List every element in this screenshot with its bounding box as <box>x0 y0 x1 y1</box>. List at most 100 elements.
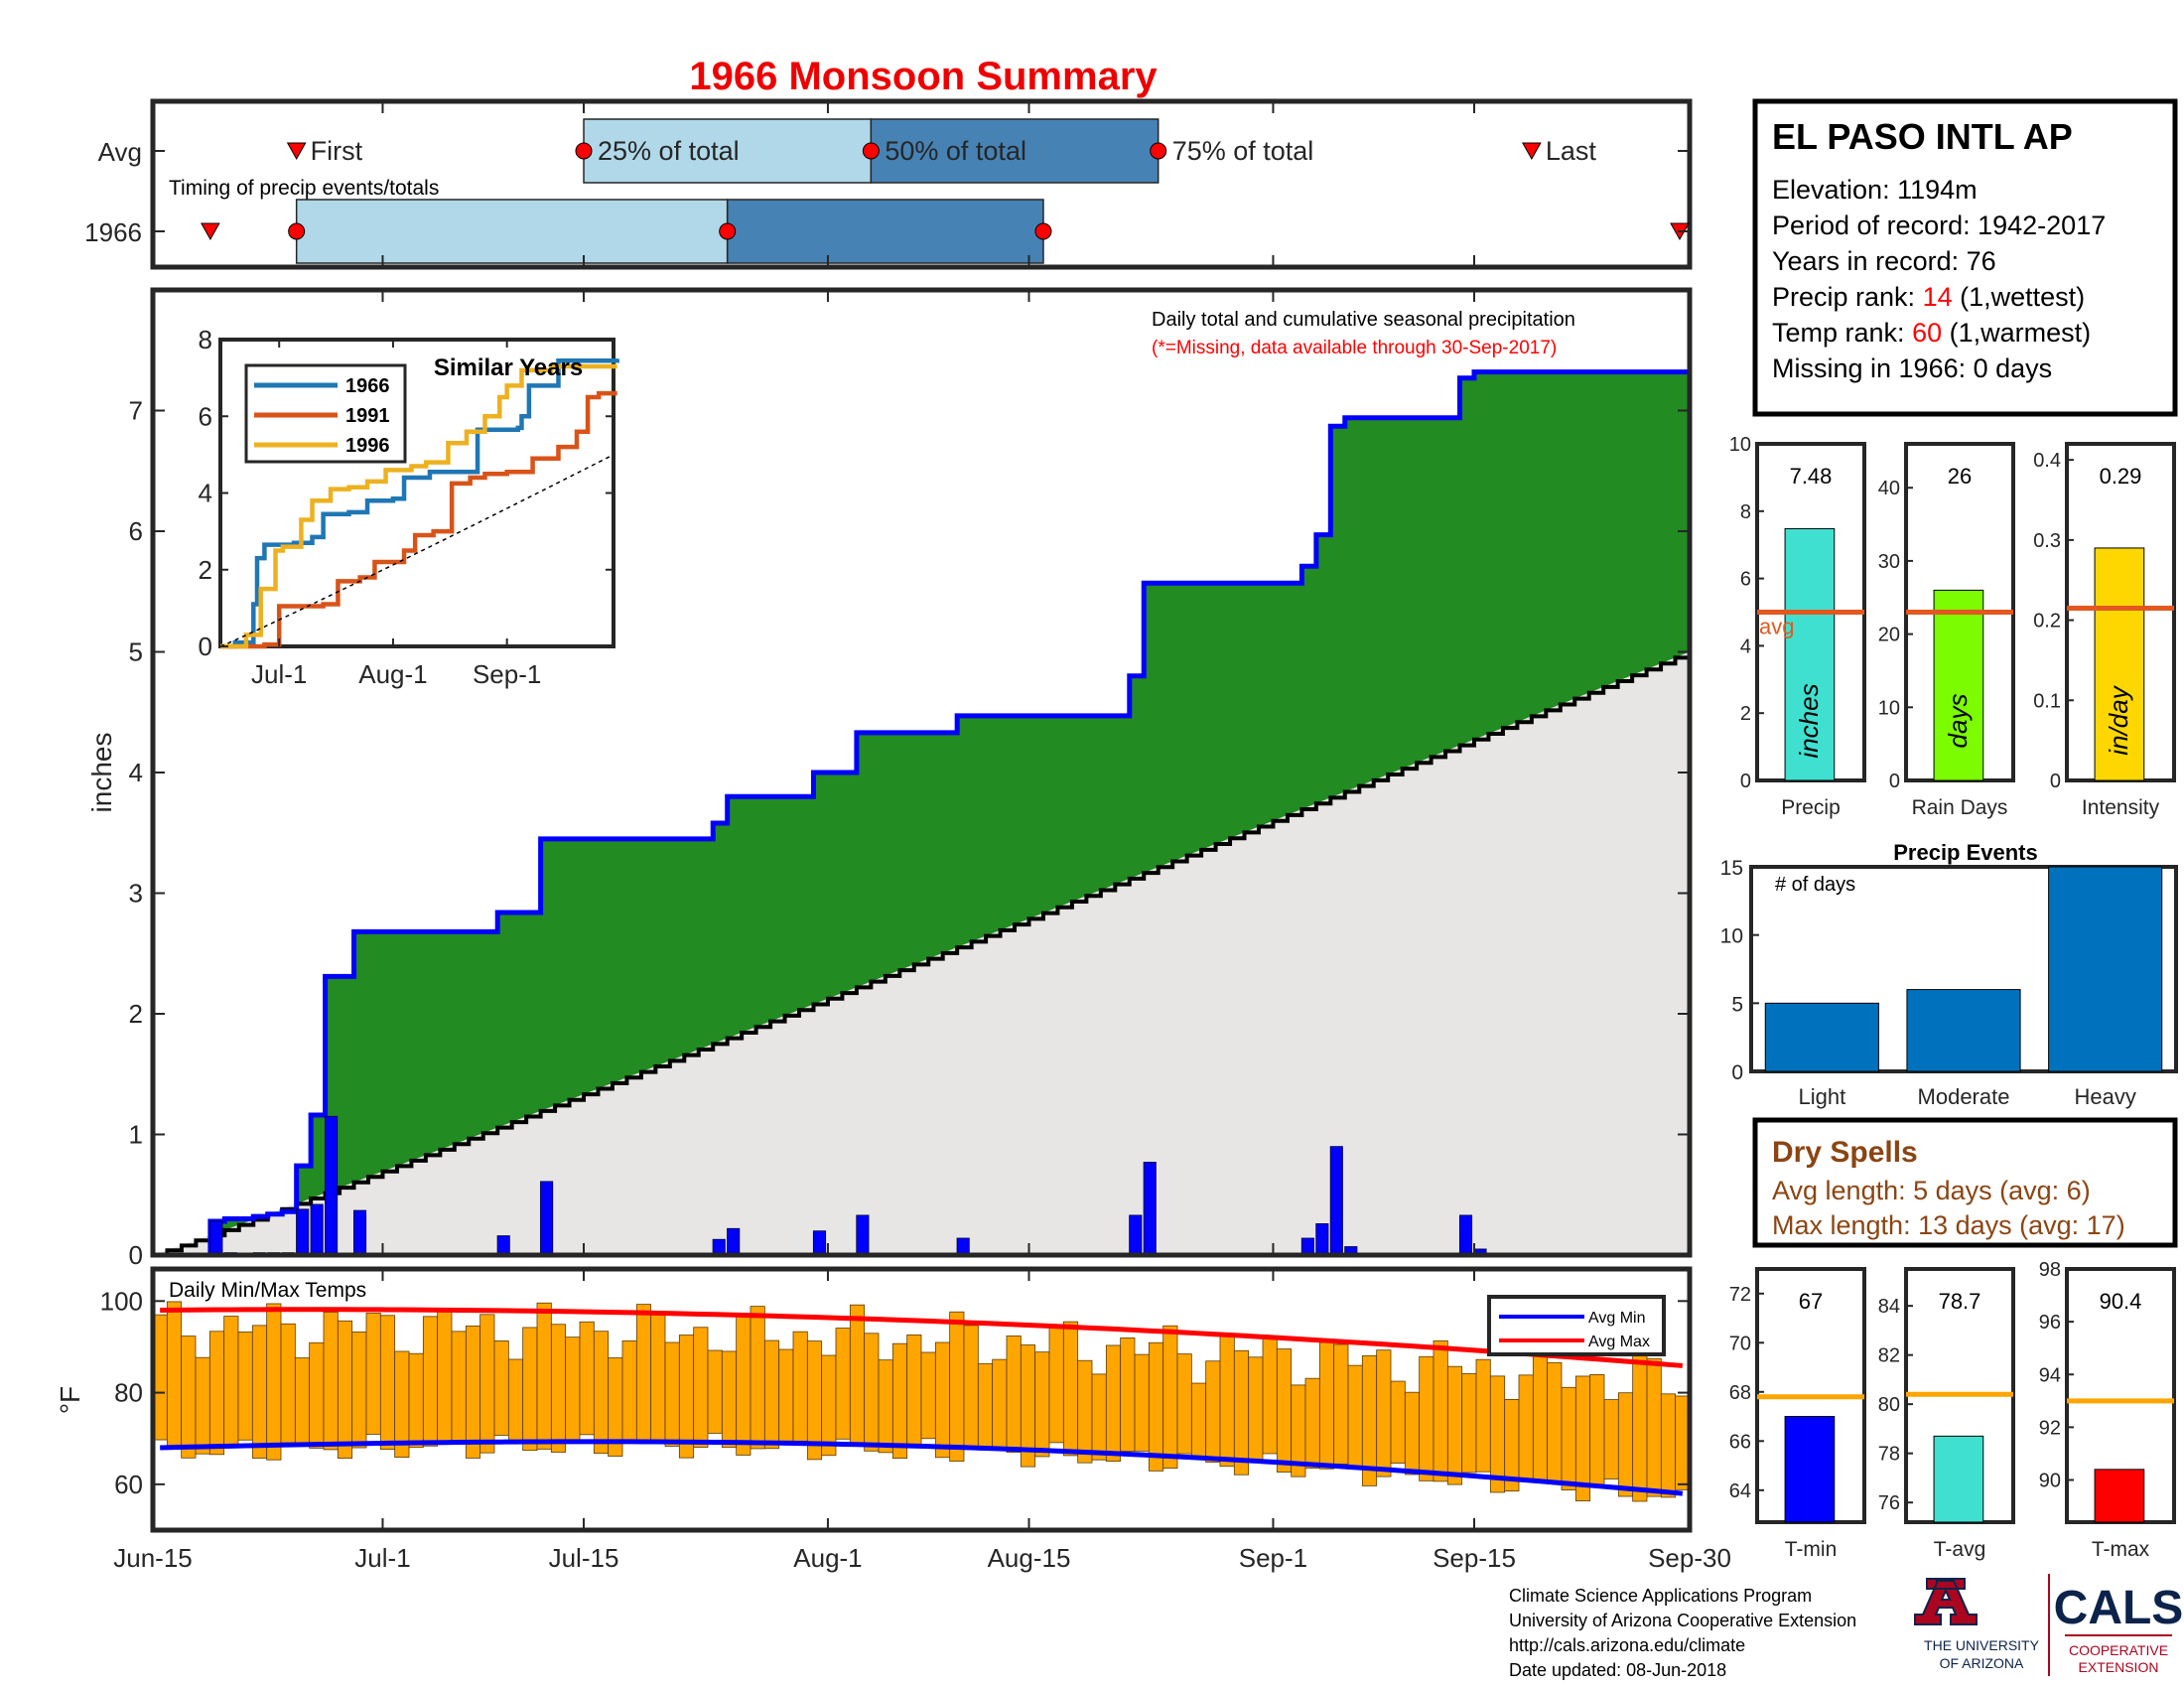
summary-bar-raindays_bar: 26 0 10 20 30 40 Rain Days days <box>1878 442 2015 819</box>
similar-years-legend: 1966 1991 1996 <box>244 363 407 464</box>
main-ytick-label: 0 <box>129 1240 143 1270</box>
summary-bar-value-label: 26 <box>1948 464 1972 489</box>
summary-bar-category: T-max <box>2092 1538 2150 1561</box>
timing-box-q2 <box>726 199 1044 264</box>
daily-temp-bar <box>294 1357 311 1445</box>
daily-precip-bar <box>325 1115 339 1256</box>
summary-ytick-label: 6 <box>1740 569 1751 591</box>
daily-precip-bar <box>727 1227 741 1256</box>
daily-temp-bar <box>1134 1353 1150 1452</box>
daily-temp-bar <box>750 1306 765 1450</box>
inset-ytick-label: 2 <box>199 555 212 585</box>
summary-ytick-label: 72 <box>1729 1284 1751 1306</box>
summary-ytick-label: 0.2 <box>2033 611 2061 633</box>
precip-events-ytick-label: 5 <box>1731 993 1743 1016</box>
footer-line2: University of Arizona Cooperative Extens… <box>1509 1611 1856 1630</box>
dry-spells-max: Max length: 13 days (avg: 17) <box>1772 1210 2125 1240</box>
timing-marks: First 25% of total 50% of total 75% of tota… <box>152 101 1691 267</box>
summary-bar-tmax_bar: 90.4 90 92 94 96 98 T-max <box>2039 1259 2176 1561</box>
summary-ytick-label: 90 <box>2039 1471 2061 1492</box>
daily-temp-bar <box>693 1327 709 1448</box>
daily-temp-bar <box>1347 1364 1363 1470</box>
daily-temp-bar <box>949 1311 965 1463</box>
main-ytick-label: 2 <box>129 999 143 1029</box>
daily-temp-bar <box>1248 1356 1264 1463</box>
temp-ylabel: °F <box>55 1386 85 1414</box>
daily-precip-bar <box>209 1220 223 1256</box>
precip-events-bar <box>1906 989 2021 1072</box>
temp-ytick-label: 80 <box>114 1378 143 1408</box>
summary-ytick-label: 80 <box>1878 1394 1900 1416</box>
station-period: Period of record: 1942-2017 <box>1772 211 2106 240</box>
daily-temp-bar <box>266 1303 282 1461</box>
temp-legend: Avg Min Avg Max <box>1487 1295 1666 1356</box>
ua-logo-line1: THE UNIVERSITY <box>1924 1637 2040 1653</box>
precip-events-title: Precip Events <box>1893 840 2038 865</box>
daily-temp-bar <box>1617 1392 1634 1497</box>
timing-triangle-last <box>1522 142 1542 161</box>
cumulative-precip-area <box>153 371 1690 1255</box>
dry-spells-box: Dry Spells Avg length: 5 days (avg: 6) M… <box>1752 1117 2178 1248</box>
daily-temp-bar <box>422 1316 439 1447</box>
timing-box-q1 <box>583 118 873 184</box>
daily-temp-bar <box>195 1356 210 1455</box>
timing-panel: Avg 1966 Timing of precip events/totals … <box>84 98 1693 270</box>
summary-ytick-label: 0.4 <box>2033 450 2061 472</box>
daily-precip-bar <box>310 1203 324 1256</box>
timing-triangle-first <box>286 142 307 161</box>
daily-temp-bar <box>565 1336 581 1442</box>
temp-rank: Temp rank: 60 (1,warmest) <box>1772 318 2091 348</box>
daily-temp-bar <box>1120 1337 1136 1453</box>
summary-ytick-label: 0 <box>1889 771 1900 792</box>
summary-ytick-label: 0.1 <box>2033 690 2061 712</box>
daily-temp-bar <box>1233 1349 1250 1476</box>
legend-avg-min: Avg Min <box>1588 1310 1646 1327</box>
daily-precip-bar <box>1458 1214 1473 1256</box>
cumulative-precip-line <box>153 369 1690 1258</box>
main-precip-panel: inches Daily total and cumulative season… <box>86 287 1693 1270</box>
daily-temp-bar <box>963 1325 979 1451</box>
timing-text-last: Last <box>1546 136 1597 166</box>
daily-temp-bar <box>1660 1393 1677 1498</box>
temp-panel: Daily Min/Max Temps °F 60 80 100 Avg Min A… <box>55 1266 1731 1573</box>
similar-years-line-1966 <box>220 357 619 649</box>
summary-ytick-label: 64 <box>1729 1480 1751 1502</box>
timing-marker-p75 <box>1034 222 1052 240</box>
footer-line1: Climate Science Applications Program <box>1509 1586 1812 1606</box>
similar-years-title: Similar Years <box>434 354 583 381</box>
summary-bar-intensity_bar: 0.29 0 0.1 0.2 0.3 0.4 Intensity in/day <box>2033 442 2176 819</box>
summary-bar-avg-label: avg <box>1759 615 1794 639</box>
daily-temp-bar <box>1318 1341 1335 1470</box>
timing-box-q1 <box>295 199 729 264</box>
daily-temp-bar <box>1048 1325 1064 1444</box>
summary-ytick-label: 10 <box>1729 434 1751 456</box>
daily-temp-bar <box>1646 1357 1662 1497</box>
daily-temp-bar <box>251 1325 268 1459</box>
daily-temp-bar <box>1148 1341 1164 1472</box>
daily-temp-bar <box>1433 1339 1448 1482</box>
summary-ytick-label: 76 <box>1878 1492 1900 1514</box>
bottom-xtick-label: Sep-1 <box>1239 1543 1307 1573</box>
timing-text-p50: 50% of total <box>885 136 1026 166</box>
main-ytick-label: 5 <box>129 637 143 667</box>
inset-xtick-label: Jul-1 <box>251 659 307 689</box>
daily-temp-bar <box>1176 1353 1192 1455</box>
summary-ytick-label: 82 <box>1878 1345 1900 1367</box>
legend-label-1966: 1966 <box>345 375 390 397</box>
station-elevation: Elevation: 1194m <box>1772 175 1978 205</box>
precip-events-category: Light <box>1798 1084 1845 1109</box>
precip-events-category: Moderate <box>1918 1084 2010 1109</box>
daily-temp-bar <box>437 1309 453 1442</box>
daily-temp-bar <box>479 1314 495 1454</box>
summary-bar-value <box>2094 547 2145 781</box>
temp-ytick-label: 100 <box>100 1286 143 1316</box>
main-ytick-label: 3 <box>129 879 143 909</box>
daily-temp-bar <box>1190 1382 1207 1460</box>
daily-precip-bar <box>1143 1162 1157 1256</box>
university-of-arizona-logo: THE UNIVERSITY OF ARIZONA <box>1914 1578 2040 1671</box>
similar-years-avg-line <box>219 456 611 647</box>
precip-events-annotation: # of days <box>1775 874 1855 896</box>
daily-temp-bar <box>379 1315 396 1451</box>
precip-rank: Precip rank: 14 (1,wettest) <box>1772 282 2085 312</box>
chart-title: 1966 Monsoon Summary <box>689 55 1158 98</box>
